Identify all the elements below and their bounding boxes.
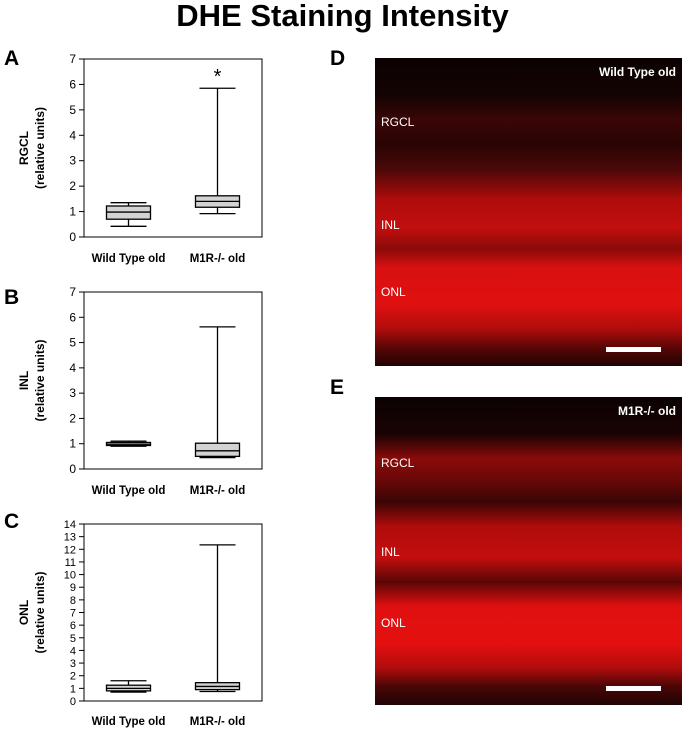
x-category-label: M1R-/- old [190, 253, 246, 265]
scale-bar [606, 686, 661, 691]
main-title: DHE Staining Intensity [176, 0, 509, 33]
plot-frame [83, 523, 263, 702]
micrograph-wild-type-title: Wild Type old [599, 65, 676, 79]
y-axis-label: RGCL [17, 131, 31, 165]
micrograph-m1r-knockout-label-rgcl: RGCL [381, 456, 415, 470]
y-tick-label: 2 [69, 179, 76, 193]
y-tick-label: 1 [70, 683, 76, 695]
y-tick-label: 3 [70, 658, 76, 670]
box-plot-rgcl: 0 1 2 3 4 5 6 7 RGCL (relative units) Wild Type ol… [17, 52, 263, 265]
y-tick-label: 4 [69, 128, 76, 142]
panel-label-c: C [4, 510, 20, 533]
y-axis-label: (relative units) [33, 107, 47, 189]
y-tick-label: 0 [69, 462, 76, 476]
x-category-label: Wild Type old [92, 716, 166, 728]
micrograph-m1r-knockout-title: M1R-/- old [618, 404, 676, 418]
y-tick-label: 12 [64, 544, 76, 556]
y-tick-label: 0 [70, 696, 76, 708]
y-tick-label: 14 [64, 519, 76, 531]
box-rgcl-1 [194, 87, 241, 215]
y-tick-label: 10 [64, 570, 76, 582]
panel-label-b: B [4, 286, 20, 309]
y-tick-label: 5 [69, 103, 76, 117]
micrograph-wild-type-image [375, 58, 682, 366]
micrograph-wild-type-label-inl: INL [381, 218, 400, 232]
y-tick-label: 7 [69, 52, 76, 66]
micrograph-wild-type: Wild Type old RGCL INL ONL [375, 58, 682, 366]
y-tick-label: 3 [69, 154, 76, 168]
y-tick-label: 13 [64, 532, 76, 544]
micrograph-m1r-knockout-label-onl: ONL [381, 616, 406, 630]
plot-frame [83, 58, 263, 238]
x-category-label: Wild Type old [92, 253, 166, 265]
y-tick-label: 6 [70, 620, 76, 632]
box-plot-inl: 0 1 2 3 4 5 6 7 INL (relative units) Wild Type old… [17, 285, 263, 497]
micrograph-wild-type-label-rgcl: RGCL [381, 115, 415, 129]
plot-frame [83, 291, 263, 470]
y-tick-label: 0 [69, 230, 76, 244]
y-tick-label: 2 [70, 671, 76, 683]
y-tick-label: 5 [70, 633, 76, 645]
y-tick-label: 3 [69, 386, 76, 400]
panel-label-e: E [330, 376, 345, 399]
x-category-label: Wild Type old [92, 485, 166, 497]
micrograph-m1r-knockout-label-inl: INL [381, 545, 400, 559]
box-inl-0 [105, 440, 152, 447]
panel-label-a: A [4, 47, 20, 70]
box-rgcl-0 [105, 202, 152, 227]
y-tick-label: 4 [69, 361, 76, 375]
box-onl-0 [105, 680, 152, 693]
y-tick-label: 7 [69, 285, 76, 299]
micrograph-m1r-knockout: M1R-/- old RGCL INL ONL [375, 397, 682, 705]
y-axis-label: ONL [17, 600, 31, 625]
y-tick-label: 6 [69, 310, 76, 324]
y-tick-label: 1 [69, 205, 76, 219]
y-tick-label: 9 [70, 582, 76, 594]
box-onl-1 [194, 544, 241, 693]
y-tick-label: 6 [69, 77, 76, 91]
significance-marker: * [214, 66, 222, 88]
y-axis-label: INL [17, 371, 31, 390]
y-tick-label: 8 [70, 595, 76, 607]
y-tick-label: 5 [69, 336, 76, 350]
y-axis-label: (relative units) [33, 571, 47, 653]
x-category-label: M1R-/- old [190, 485, 246, 497]
y-axis-label: (relative units) [33, 339, 47, 421]
x-category-label: M1R-/- old [190, 716, 246, 728]
y-tick-label: 4 [70, 645, 76, 657]
micrograph-m1r-knockout-image [375, 397, 682, 705]
micrograph-wild-type-label-onl: ONL [381, 285, 406, 299]
y-tick-label: 7 [70, 608, 76, 620]
y-tick-label: 2 [69, 411, 76, 425]
y-tick-label: 11 [65, 557, 76, 569]
box-iqr [194, 442, 241, 458]
scale-bar [606, 347, 661, 352]
box-inl-1 [194, 326, 241, 459]
y-tick-label: 1 [69, 437, 76, 451]
panel-label-d: D [330, 47, 346, 70]
